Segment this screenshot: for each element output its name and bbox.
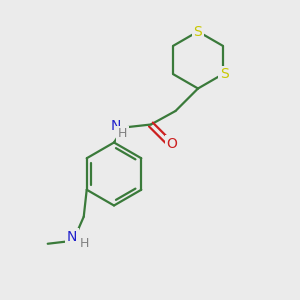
Text: N: N	[67, 230, 77, 244]
Text: H: H	[80, 237, 89, 250]
Text: N: N	[110, 119, 121, 133]
Text: H: H	[118, 127, 127, 140]
Text: S: S	[220, 67, 229, 81]
Text: S: S	[194, 25, 202, 38]
Text: O: O	[167, 137, 177, 151]
